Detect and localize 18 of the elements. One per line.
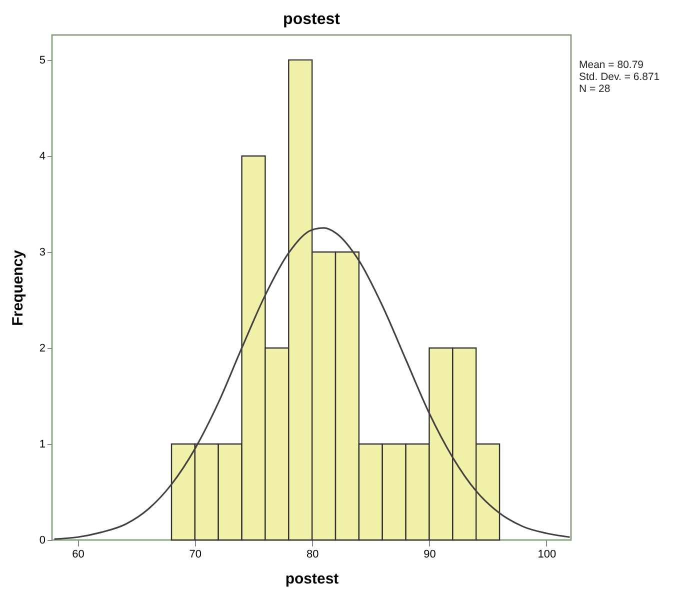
x-tick-label: 100 [538, 548, 556, 560]
text: Mean = 80.79 [579, 59, 644, 71]
y-tick-label: 1 [39, 438, 46, 450]
y-tick-label: 5 [39, 54, 46, 66]
x-tick-label: 90 [424, 548, 436, 560]
x-tick-label: 60 [72, 548, 84, 560]
y-tick-label: 0 [39, 534, 46, 546]
y-tick-label: 3 [39, 246, 46, 258]
y-axis-title: Frequency [9, 249, 26, 326]
text: N = 28 [579, 83, 610, 95]
x-tick-label: 70 [189, 548, 202, 560]
chart-title: postest [283, 11, 341, 28]
y-tick-label: 4 [39, 150, 46, 162]
y-tick-label: 2 [39, 342, 46, 354]
text: Std. Dev. = 6.871 [579, 71, 660, 83]
x-axis-title: postest [285, 570, 339, 588]
x-tick-label: 80 [306, 548, 319, 560]
line-series [54, 227, 571, 540]
